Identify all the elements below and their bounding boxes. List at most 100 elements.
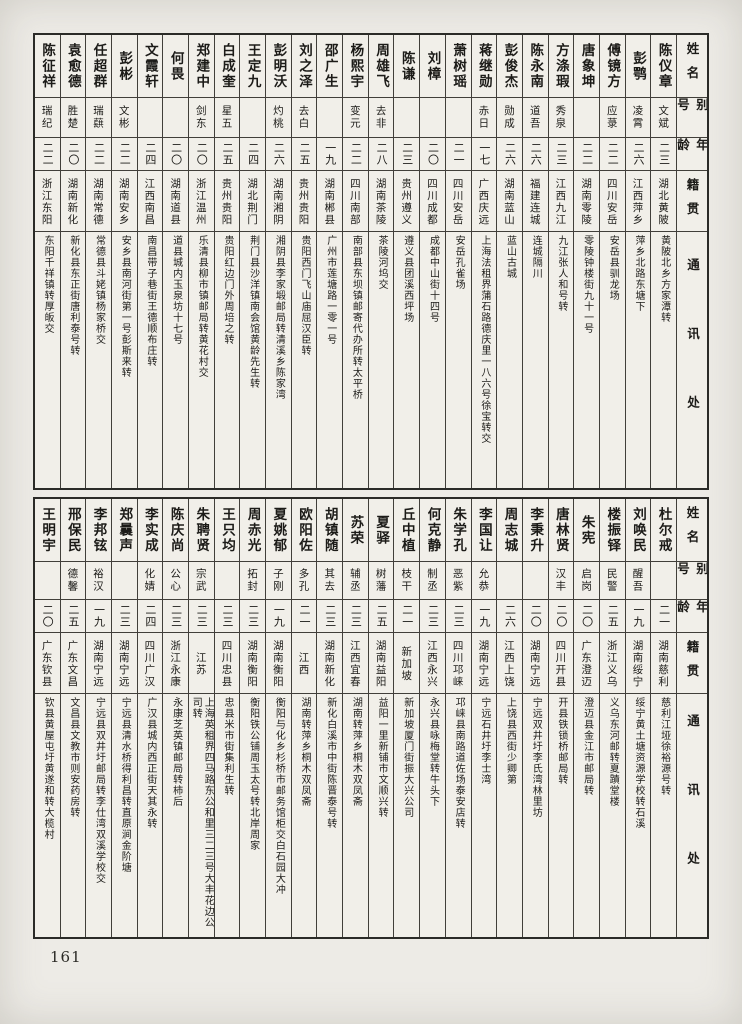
person-address: 衡阳铁公铺周玉太号转北岸周家 xyxy=(240,694,265,937)
person-address-text: 成都中山街十四号 xyxy=(427,235,439,323)
header-name-label: 姓名 xyxy=(677,35,707,98)
person-age: 二六 xyxy=(625,138,651,171)
person-column: 朱聘贤 宗武 二三 江苏 上海英租界四马路东公和里三二三号大丰花边公司转 xyxy=(187,499,214,937)
person-address-text: 上海英租界四马路东公和里三二三号大丰花边公司转 xyxy=(190,697,214,928)
person-address: 广汉县城内西正街天其永转 xyxy=(138,694,163,937)
person-alias xyxy=(317,98,343,138)
person-address-text: 澄迈县金江市邮局转 xyxy=(581,697,593,796)
person-name: 楼振铎 xyxy=(599,499,625,562)
person-age: 一七 xyxy=(471,138,497,171)
person-name: 王定九 xyxy=(240,35,265,98)
person-name: 欧阳佐 xyxy=(291,499,317,562)
person-native-place-text: 四川安岳 xyxy=(605,178,618,226)
person-address-text: 宁远县清水桥得利昌转直原涧金阶塘 xyxy=(119,697,131,873)
person-age-text: 二三 xyxy=(195,604,209,628)
person-age-text: 二〇 xyxy=(529,604,543,628)
person-age: 二一 xyxy=(445,138,471,171)
header-contact-label: 通讯处 xyxy=(685,713,700,921)
person-alias xyxy=(445,98,471,138)
person-name: 李实成 xyxy=(137,499,163,562)
person-native-place-text: 湖南益阳 xyxy=(374,640,387,688)
person-address-text: 南部县东坝镇邮寄代办所转太平桥 xyxy=(350,235,362,400)
person-column: 任超群 瑞蕻 二二 湖南常德 常德县斗姥镇杨家桥交 xyxy=(85,35,111,488)
person-native-place: 湖南宁远 xyxy=(111,633,137,694)
person-alias-text: 勋成 xyxy=(503,105,516,130)
header-alias-label: 别号 xyxy=(677,98,707,138)
person-native-place: 江西南昌 xyxy=(137,171,163,232)
person-alias-text: 公心 xyxy=(169,568,182,593)
person-address: 宁远县双井圩邮局转李仕湾双溪学校交 xyxy=(86,694,111,937)
person-native-place-text: 浙江东阳 xyxy=(40,178,53,226)
person-name-text: 李邦铉 xyxy=(90,506,107,554)
person-age: 二二 xyxy=(86,138,111,171)
person-name: 刘之泽 xyxy=(291,35,317,98)
person-address: 开县铁锁桥邮局转 xyxy=(549,694,574,937)
person-alias xyxy=(497,562,522,600)
person-native-place: 四川开县 xyxy=(548,633,574,694)
person-alias-text: 赤日 xyxy=(477,105,490,130)
person-column: 朱学孔 恶紫 二三 四川邛崃 邛崃县南路道佐场泰安店转 xyxy=(444,499,471,937)
person-address-text: 东阳千祥镇转厚皈交 xyxy=(42,235,54,334)
person-name-text: 刘樟 xyxy=(424,50,441,82)
person-name-text: 陈永南 xyxy=(527,42,544,90)
person-address-text: 道县城内玉泉坊十七号 xyxy=(170,235,182,345)
person-alias-text: 恶紫 xyxy=(451,568,464,593)
person-alias: 胜楚 xyxy=(60,98,86,138)
person-address: 遵义县团溪西坪场 xyxy=(394,232,419,488)
person-address-text: 遵义县团溪西坪场 xyxy=(401,235,413,323)
person-native-place-text: 广东澄迈 xyxy=(580,640,593,688)
person-native-place-text: 湖南宁远 xyxy=(477,640,490,688)
person-name: 方涤瑕 xyxy=(548,35,574,98)
person-alias-text: 凌霄 xyxy=(631,105,644,130)
person-native-place-text: 四川忠县 xyxy=(220,640,233,688)
person-age-text: 二六 xyxy=(503,604,517,628)
person-address: 宁远双井圩李氏湾林里坊 xyxy=(523,694,548,937)
person-age-text: 二二 xyxy=(92,142,106,166)
person-native-place-text: 湖南新化 xyxy=(323,640,336,688)
person-column: 唐林贤 汉丰 二〇 四川开县 开县铁锁桥邮局转 xyxy=(547,499,574,937)
person-name: 蒋继勋 xyxy=(471,35,497,98)
person-age: 二二 xyxy=(34,138,60,171)
header-column: 姓名 别号 年龄 籍贯 通讯处 xyxy=(676,35,707,488)
person-age: 二五 xyxy=(599,600,625,633)
person-native-place: 福建连城 xyxy=(522,171,548,232)
person-address: 安岳孔雀场 xyxy=(446,232,471,488)
person-column: 刘之泽 去白 二五 贵州贵阳 贵阳西门飞山庙屈汉臣转 xyxy=(290,35,317,488)
person-address-text: 安岳孔雀场 xyxy=(453,235,465,290)
person-column: 唐象坤 二二 湖南零陵 零陵钟楼街九十一号 xyxy=(573,35,599,488)
person-alias: 宗武 xyxy=(188,562,214,600)
person-age: 二六 xyxy=(522,138,548,171)
person-native-place-text: 湖南茶陵 xyxy=(374,178,387,226)
person-native-place-text: 湖南慈利 xyxy=(657,640,670,688)
person-alias-text: 剑东 xyxy=(194,105,207,130)
person-native-place: 江西上饶 xyxy=(497,633,522,694)
person-native-place: 浙江东阳 xyxy=(34,171,60,232)
person-native-place: 江西 xyxy=(291,633,317,694)
person-name-text: 丘中植 xyxy=(398,506,415,554)
person-alias: 瑞蕻 xyxy=(86,98,111,138)
person-name-text: 刘之泽 xyxy=(296,42,313,90)
person-name: 彭鹗 xyxy=(625,35,651,98)
person-age-text: 二四 xyxy=(246,142,260,166)
person-name-text: 陈谦 xyxy=(398,50,415,82)
person-age: 一九 xyxy=(625,600,651,633)
person-native-place-text: 四川邛崃 xyxy=(451,640,464,688)
person-name: 何克静 xyxy=(420,499,445,562)
person-alias xyxy=(34,562,60,600)
person-age: 二二 xyxy=(343,138,368,171)
person-native-place: 贵州贵阳 xyxy=(214,171,240,232)
person-column: 彭鹗 凌霄 二六 江西萍乡 萍乡北路东塘下 xyxy=(624,35,651,488)
person-alias xyxy=(111,562,137,600)
person-native-place-text: 浙江永康 xyxy=(169,640,182,688)
person-native-place: 广东钦县 xyxy=(34,633,60,694)
person-native-place: 江西九江 xyxy=(548,171,574,232)
person-name: 王明宇 xyxy=(34,499,60,562)
person-native-place: 湖南宁远 xyxy=(522,633,548,694)
person-alias-text: 德馨 xyxy=(66,568,79,593)
person-name: 杜尔戒 xyxy=(651,499,676,562)
person-column: 何克静 制丞 二三 江西永兴 永兴县咏梅堂转牛头下 xyxy=(419,499,445,937)
person-name: 周志城 xyxy=(497,499,522,562)
person-name-text: 王只均 xyxy=(218,506,235,554)
person-name: 朱聘贤 xyxy=(188,499,214,562)
person-address-text: 荆门县沙洋镇南会馆黄龄先生转 xyxy=(247,235,259,389)
